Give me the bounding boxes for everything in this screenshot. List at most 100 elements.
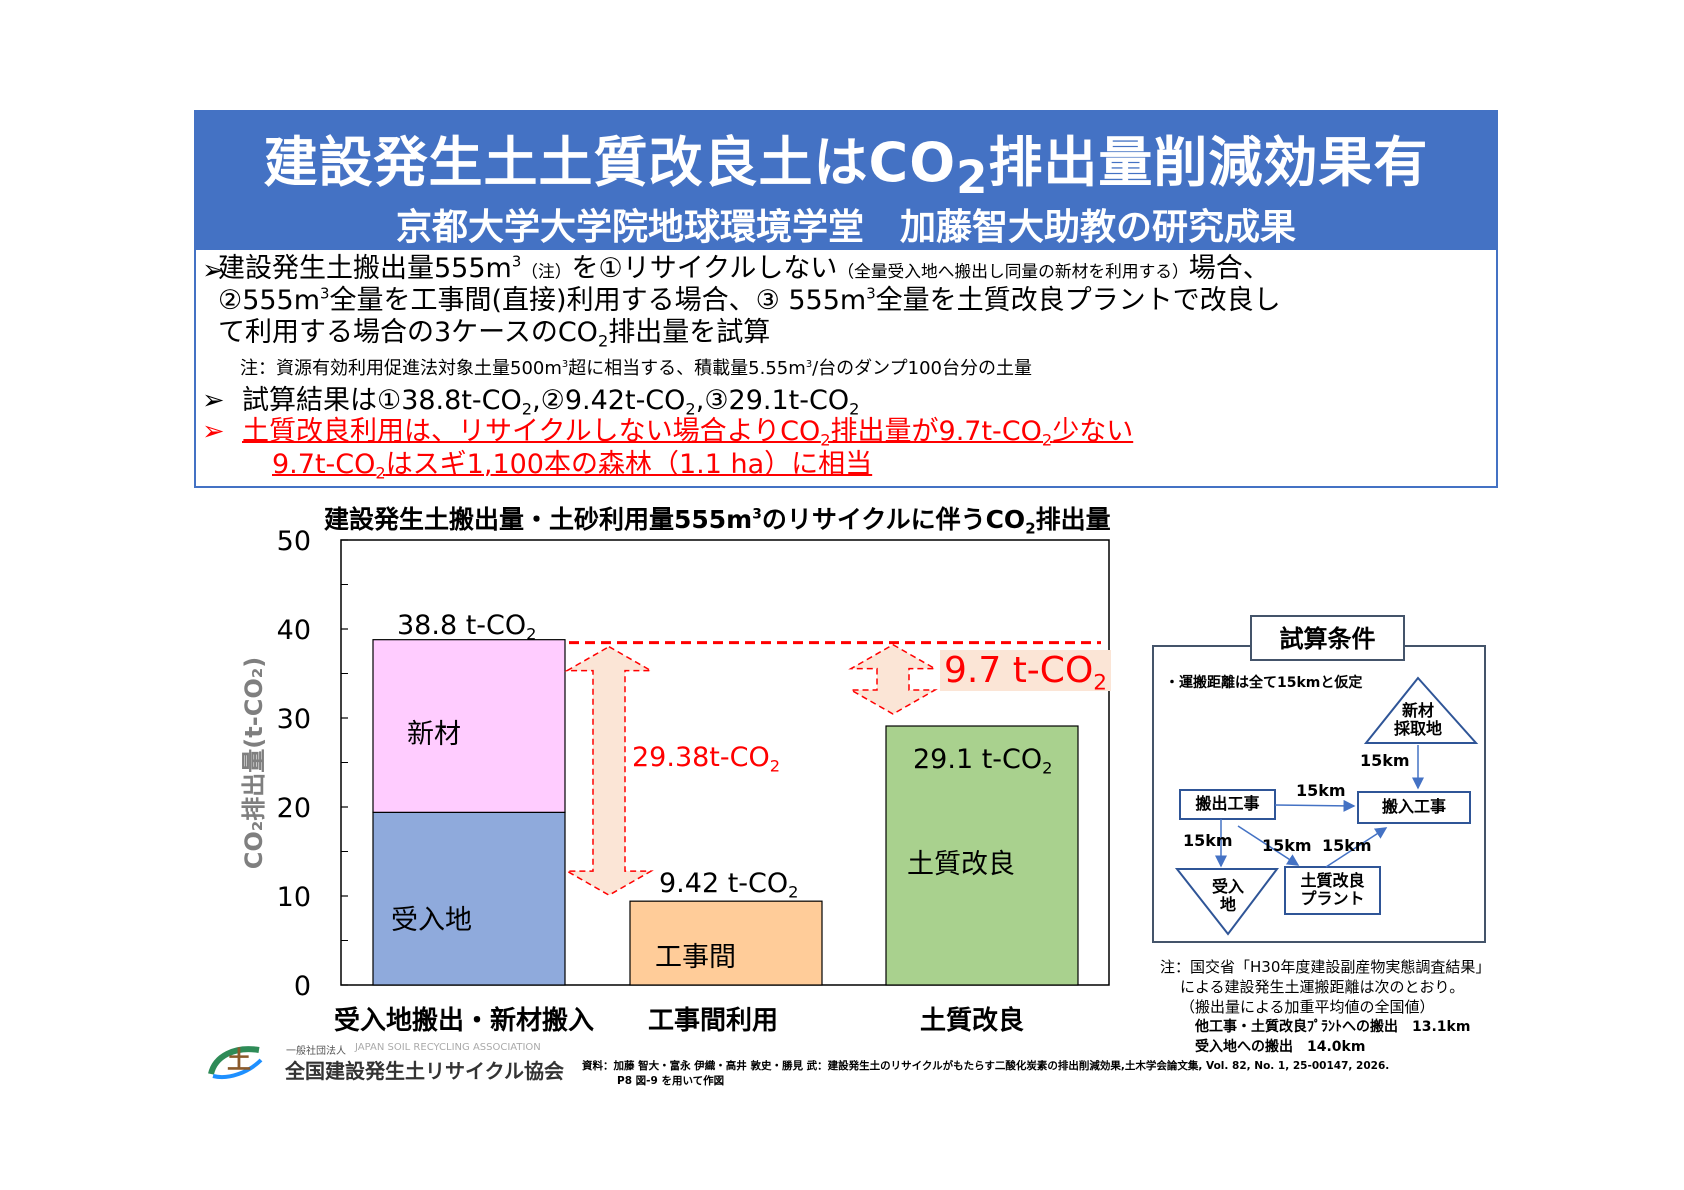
plant-box: [1284, 866, 1381, 915]
page-subtitle: 京都大学大学院地球環境学堂 加藤智大助教の研究成果: [395, 207, 1296, 248]
y-tick-label: 10: [277, 882, 311, 913]
summary-note: 注：資源有効利用促進法対象土量500m3超に相当する、積載量5.55m3/台のダ…: [240, 354, 1032, 384]
highlight-line-1: 土質改良利用は、リサイクルしない場合よりCO2排出量が9.7t-CO2少ない: [242, 416, 1134, 450]
text-segment: 29.38t-CO: [632, 742, 770, 773]
text-segment: 排出量が9.7t-CO: [830, 416, 1042, 447]
footnote-line-2: による建設発生土運搬距離は次のとおり。: [1180, 978, 1465, 996]
category-label-3: 土質改良: [919, 1006, 1025, 1036]
text-segment: て利用する場合の3ケースのCO: [218, 317, 598, 348]
bar-segment-受入地: [372, 811, 566, 986]
text-segment: を①リサイクルしない: [571, 253, 838, 284]
category-label-1: 受入地搬出・新材搬入: [333, 1006, 595, 1036]
distance-label: 15km: [1322, 836, 1372, 855]
org-small: 一般社団法人: [286, 1046, 346, 1057]
total-label-3: 29.1 t-CO2: [913, 744, 1053, 778]
distance-label: 15km: [1183, 831, 1233, 850]
footnote-line-3: （搬出量による加重平均値の全国値）: [1180, 998, 1435, 1016]
text-segment: 2: [375, 463, 386, 483]
node-receiving-site: 受入地: [1211, 877, 1244, 914]
double-arrow-29-38-icon: [564, 645, 654, 897]
conditions-assumption: ・運搬距離は全て15kmと仮定: [1165, 675, 1363, 691]
text-segment: 2: [788, 882, 799, 902]
text-segment: 3: [561, 359, 569, 371]
text-segment: ,③29.1t-CO: [695, 385, 850, 416]
y-tick-label: 20: [277, 793, 311, 824]
text-segment: 2: [521, 399, 533, 419]
summary-line-3: て利用する場合の3ケースのCO2排出量を試算: [218, 317, 771, 350]
text-segment: 場合、: [1188, 253, 1270, 284]
text-segment: 注：資源有効利用促進法対象土量500m: [240, 358, 562, 379]
footnote-line-1: 注：国交省「H30年度建設副産物実態調査結果」: [1160, 958, 1491, 976]
total-label-2: 9.42 t-CO2: [659, 868, 799, 902]
text-segment: 少ない: [1052, 416, 1134, 447]
y-tick-label: 30: [277, 704, 311, 735]
segment-label-shinzai: 新材: [407, 719, 461, 750]
header-banner: 建設発生土土質改良土はCO2排出量削減効果有 京都大学大学院地球環境学堂 加藤智…: [194, 110, 1498, 250]
text-segment: （注）: [521, 261, 572, 281]
bar-segment-新材: [372, 639, 566, 813]
bar-segment-土質改良: [885, 725, 1079, 986]
text-segment: 9.7 t-CO: [944, 650, 1094, 691]
segment-label-ukeire: 受入地: [391, 905, 472, 936]
text-segment: のリサイクルに伴うCO: [761, 505, 1026, 534]
text-segment: 9.7t-CO: [272, 449, 376, 480]
text-segment: 超に相当する、積載量5.55m: [568, 358, 806, 379]
summary-line-1: 建設発生土搬出量555m3（注）を①リサイクルしない（全量受入地へ搬出し同量の新…: [218, 254, 1270, 286]
text-segment: 建設発生土土質改良土はCO: [263, 131, 957, 194]
text-segment: 全量を工事間(直接)利用する場合、③ 555m: [329, 285, 867, 316]
text-segment: 3: [752, 506, 762, 523]
difference-label-9-7: 9.7 t-CO2: [940, 650, 1112, 694]
arrow-bullet-icon: ➢: [202, 255, 225, 286]
footnote-line-4: 他工事・土質改良ﾌﾟﾗﾝﾄへの搬出 13.1km: [1195, 1019, 1471, 1035]
summary-line-2: ②555m3全量を工事間(直接)利用する場合、③ 555m3全量を土質改良プラン…: [218, 286, 1281, 316]
node-shinzai-source: 新材 採取地: [1393, 701, 1442, 738]
text-segment: 2: [526, 624, 537, 644]
text-segment: 2: [849, 399, 860, 419]
text-segment: 土質改良利用は、リサイクルしない場合よりCO: [242, 416, 821, 447]
conditions-diagram: [1152, 615, 1486, 943]
text-segment: 2: [685, 399, 696, 419]
flow-arrow-export-plant: [1237, 825, 1300, 866]
text-segment: 排出量削減効果有: [988, 131, 1429, 194]
text-segment: 排出量を試算: [608, 317, 771, 348]
y-tick-label: 40: [277, 615, 311, 646]
source-figure-ref: P8 図-9 を用いて作図: [617, 1075, 725, 1087]
text-segment: 9.42 t-CO: [659, 868, 789, 899]
bar-segment-工事間: [629, 900, 823, 986]
chart-title: 建設発生土搬出量・土砂利用量555m3のリサイクルに伴うCO2排出量: [324, 500, 1111, 536]
text-segment: 2: [1042, 758, 1053, 778]
double-arrow-9-7-icon: [848, 643, 938, 715]
page-title: 建設発生土土質改良土はCO2排出量削減効果有: [194, 118, 1498, 204]
text-segment: 建設発生土搬出量・土砂利用量555m: [324, 505, 753, 534]
arrow-bullet-icon: ➢: [202, 416, 225, 447]
svg-text:土: 土: [227, 1046, 251, 1074]
text-segment: 3: [805, 359, 813, 371]
text-segment: ②555m: [218, 285, 321, 316]
jasra-logo: 土: [205, 1036, 265, 1082]
segment-label-koujikan: 工事間: [655, 942, 736, 973]
distance-label: 15km: [1360, 751, 1410, 770]
text-segment: /台のダンプ100台分の土量: [812, 358, 1032, 379]
text-segment: 2: [1025, 519, 1036, 538]
conditions-heading-box: [1250, 615, 1405, 661]
total-label-1: 38.8 t-CO2: [397, 610, 537, 644]
org-name: 全国建設発生土リサイクル協会: [285, 1059, 564, 1083]
distance-label: 15km: [1296, 781, 1346, 800]
text-segment: 2: [820, 430, 831, 450]
conditions-heading: 試算条件: [1279, 625, 1376, 653]
difference-label-29-38: 29.38t-CO2: [632, 742, 781, 776]
text-segment: ,②9.42t-CO: [532, 385, 686, 416]
text-segment: 3: [320, 284, 330, 303]
text-segment: 38.8 t-CO: [397, 610, 527, 641]
text-segment: 2: [1093, 670, 1108, 696]
receiving-site-triangle: [1174, 868, 1280, 936]
export-site-box: [1179, 789, 1276, 820]
text-segment: 2: [769, 756, 781, 776]
summary-box: ➢ 建設発生土搬出量555m3（注）を①リサイクルしない（全量受入地へ搬出し同量…: [194, 250, 1498, 488]
y-tick-label: 0: [294, 971, 311, 1002]
text-segment: 3: [866, 284, 876, 303]
highlight-line-2: 9.7t-CO2はスギ1,100本の森林（1.1 ha）に相当: [272, 449, 873, 483]
flow-arrow-export-import: [1274, 799, 1356, 812]
text-segment: はスギ1,100本の森林（1.1 ha）に相当: [385, 449, 873, 480]
